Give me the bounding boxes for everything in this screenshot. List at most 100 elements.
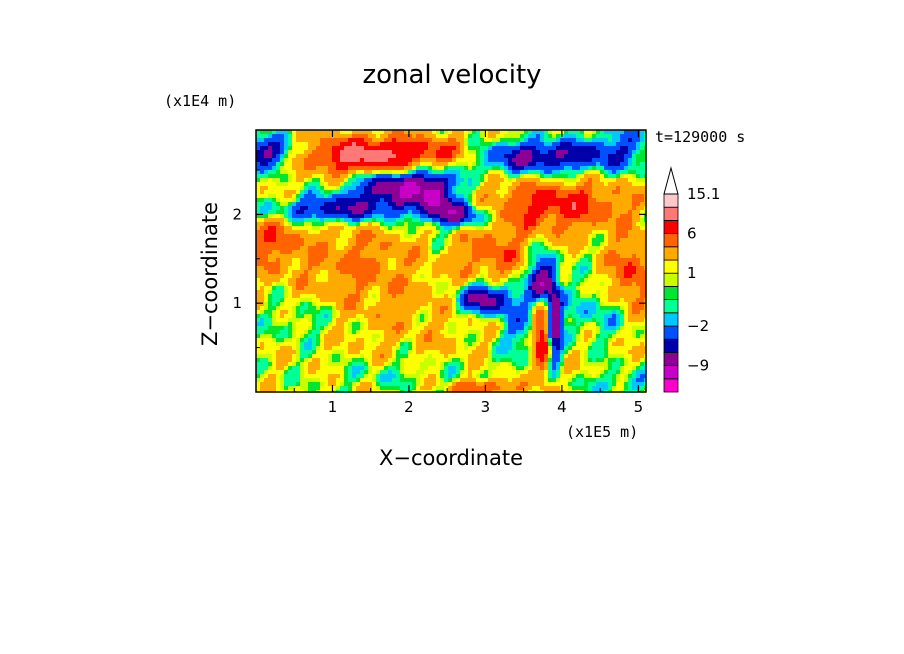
heatmap-cell — [576, 250, 580, 254]
heatmap-cell — [260, 130, 264, 134]
heatmap-cell — [336, 202, 340, 206]
heatmap-cell — [392, 294, 396, 298]
heatmap-cell — [592, 254, 596, 258]
heatmap-cell — [572, 250, 576, 254]
heatmap-cell — [640, 218, 644, 222]
heatmap-cell — [408, 182, 412, 186]
heatmap-cell — [568, 190, 572, 194]
heatmap-cell — [328, 326, 332, 330]
heatmap-cell — [400, 214, 404, 218]
heatmap-cell — [432, 282, 436, 286]
heatmap-cell — [320, 166, 324, 170]
heatmap-cell — [308, 134, 312, 138]
heatmap-cell — [412, 162, 416, 166]
heatmap-cell — [520, 234, 524, 238]
heatmap-cell — [436, 306, 440, 310]
heatmap-cell — [468, 270, 472, 274]
heatmap-cell — [564, 202, 568, 206]
heatmap-cell — [328, 182, 332, 186]
heatmap-cell — [496, 222, 500, 226]
heatmap-cell — [496, 210, 500, 214]
heatmap-cell — [460, 294, 464, 298]
heatmap-cell — [584, 138, 588, 142]
heatmap-cell — [608, 290, 612, 294]
heatmap-cell — [344, 314, 348, 318]
heatmap-cell — [456, 294, 460, 298]
heatmap-cell — [460, 214, 464, 218]
heatmap-cell — [404, 290, 408, 294]
heatmap-cell — [324, 234, 328, 238]
heatmap-cell — [304, 142, 308, 146]
heatmap-cell — [576, 166, 580, 170]
heatmap-cell — [452, 314, 456, 318]
heatmap-cell — [588, 202, 592, 206]
heatmap-cell — [312, 162, 316, 166]
heatmap-cell — [364, 214, 368, 218]
heatmap-cell — [532, 190, 536, 194]
heatmap-cell — [560, 270, 564, 274]
heatmap-cell — [580, 206, 584, 210]
heatmap-cell — [552, 254, 556, 258]
heatmap-cell — [600, 138, 604, 142]
heatmap-cell — [580, 214, 584, 218]
heatmap-cell — [396, 234, 400, 238]
heatmap-cell — [336, 270, 340, 274]
heatmap-cell — [600, 162, 604, 166]
heatmap-cell — [524, 266, 528, 270]
heatmap-cell — [444, 242, 448, 246]
heatmap-cell — [612, 182, 616, 186]
heatmap-cell — [328, 186, 332, 190]
heatmap-cell — [568, 170, 572, 174]
heatmap-cell — [460, 182, 464, 186]
heatmap-cell — [440, 302, 444, 306]
heatmap-cell — [628, 190, 632, 194]
heatmap-cell — [392, 198, 396, 202]
heatmap-cell — [376, 274, 380, 278]
heatmap-cell — [308, 170, 312, 174]
heatmap-cell — [620, 322, 624, 326]
heatmap-cell — [536, 202, 540, 206]
heatmap-cell — [324, 198, 328, 202]
heatmap-cell — [356, 146, 360, 150]
heatmap-cell — [628, 250, 632, 254]
heatmap-cell — [376, 194, 380, 198]
heatmap-cell — [396, 322, 400, 326]
heatmap-cell — [400, 206, 404, 210]
heatmap-cell — [560, 234, 564, 238]
heatmap-cell — [468, 214, 472, 218]
heatmap-cell — [356, 294, 360, 298]
heatmap-cell — [640, 238, 644, 242]
heatmap-cell — [416, 278, 420, 282]
heatmap-cell — [324, 138, 328, 142]
heatmap-cell — [512, 194, 516, 198]
heatmap-cell — [288, 198, 292, 202]
heatmap-cell — [272, 170, 276, 174]
heatmap-cell — [256, 270, 260, 274]
heatmap-cell — [460, 306, 464, 310]
heatmap-cell — [392, 230, 396, 234]
heatmap-cell — [608, 270, 612, 274]
heatmap-cell — [492, 234, 496, 238]
heatmap-cell — [360, 258, 364, 262]
heatmap-cell — [376, 234, 380, 238]
heatmap-cell — [368, 130, 372, 134]
heatmap-cell — [628, 286, 632, 290]
heatmap-cell — [336, 298, 340, 302]
heatmap-cell — [264, 286, 268, 290]
heatmap-cell — [308, 258, 312, 262]
heatmap-cell — [352, 202, 356, 206]
heatmap-cell — [440, 278, 444, 282]
heatmap-cell — [540, 266, 544, 270]
heatmap-cell — [516, 206, 520, 210]
heatmap-cell — [400, 322, 404, 326]
heatmap-cell — [424, 210, 428, 214]
heatmap-cell — [348, 178, 352, 182]
heatmap-cell — [552, 246, 556, 250]
heatmap-cell — [324, 166, 328, 170]
heatmap-cell — [288, 290, 292, 294]
heatmap-cell — [352, 150, 356, 154]
heatmap-cell — [552, 150, 556, 154]
heatmap-cell — [336, 258, 340, 262]
heatmap-cell — [640, 282, 644, 286]
heatmap-cell — [508, 310, 512, 314]
